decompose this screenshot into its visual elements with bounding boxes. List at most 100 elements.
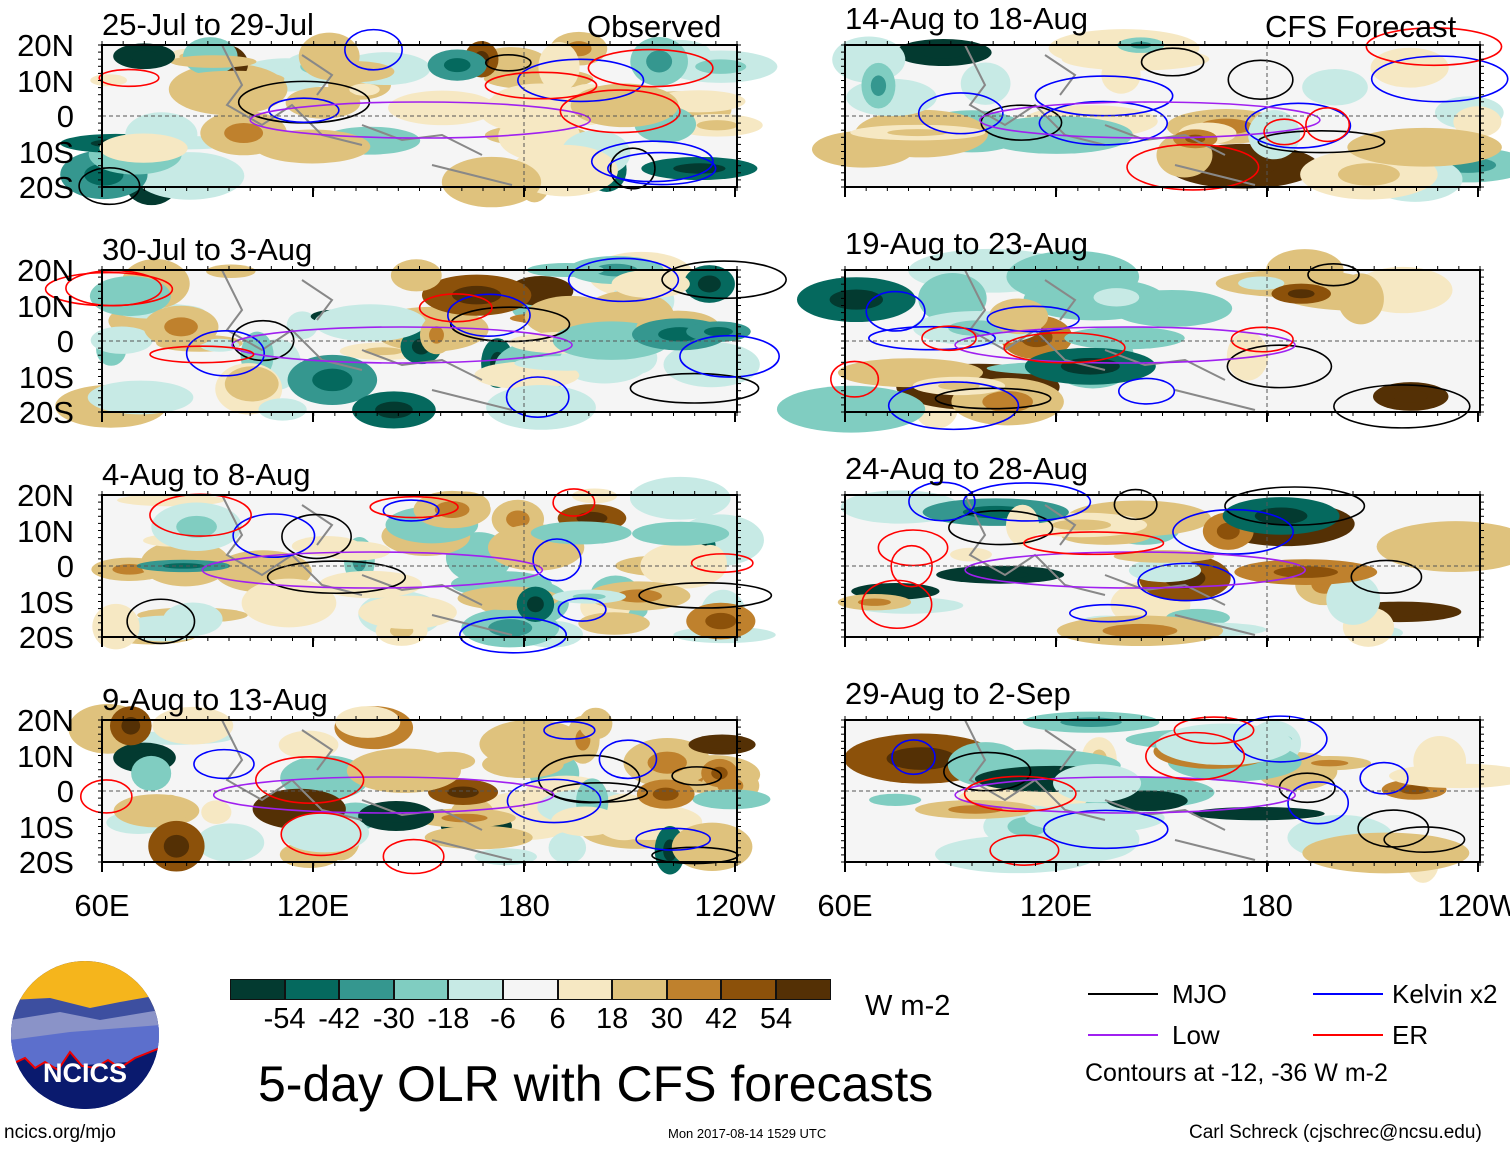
mjo-contour	[1350, 559, 1423, 595]
olr-anomaly-core	[176, 515, 217, 538]
mjo-contour	[629, 372, 760, 404]
olr-anomaly-blob	[548, 831, 587, 864]
kelvin-contour	[891, 739, 936, 776]
er-contour	[989, 834, 1060, 866]
colorbar-swatch	[503, 979, 558, 1000]
er-contour	[1365, 27, 1503, 67]
kelvin-contour	[185, 330, 266, 377]
olr-anomaly-blob	[1128, 558, 1202, 583]
olr-anomaly-blob	[318, 570, 423, 599]
colorbar-swatch	[448, 979, 503, 1000]
kelvin-contour	[344, 28, 403, 71]
ncics-logo[interactable]: NCICS	[10, 960, 160, 1110]
olr-anomaly-core	[1311, 759, 1349, 767]
footer-url[interactable]: ncics.org/mjo	[4, 1122, 116, 1143]
kelvin-contour	[505, 376, 570, 418]
olr-anomaly-core	[646, 50, 673, 73]
kelvin-contour	[232, 513, 316, 559]
olr-anomaly-core	[162, 563, 205, 569]
er-contour	[79, 779, 133, 814]
olr-anomaly-blob	[278, 730, 339, 760]
mjo-contour	[1307, 263, 1360, 287]
kelvin-contour	[865, 290, 926, 332]
olr-anomaly-blob	[349, 83, 380, 96]
lat-label: 20S	[18, 395, 74, 430]
olr-anomaly-core	[971, 570, 1029, 579]
olr-anomaly-core	[705, 612, 737, 630]
lat-label: 20N	[17, 253, 74, 288]
low-contour	[231, 326, 573, 364]
er-contour	[484, 71, 598, 100]
olr-anomaly-core	[121, 717, 141, 735]
mjo-contour	[126, 598, 196, 645]
olr-anomaly-core	[130, 50, 159, 63]
er-contour	[1023, 531, 1165, 556]
lat-label: 20N	[17, 478, 74, 513]
olr-anomaly-blob	[241, 578, 337, 628]
mjo-contour	[661, 260, 787, 300]
olr-anomaly-core	[1129, 796, 1166, 806]
lat-label: 0	[56, 774, 74, 809]
kelvin-contour	[986, 305, 1080, 333]
colorbar-tick-label: -18	[427, 1003, 470, 1035]
olr-anomaly-blob	[1347, 127, 1502, 167]
kelvin-contour	[607, 151, 717, 186]
low-contour	[249, 101, 592, 139]
olr-anomaly-blob	[578, 612, 650, 635]
panel-title: 19-Aug to 23-Aug	[845, 226, 1089, 261]
kelvin-contour	[679, 334, 780, 378]
colorbar-swatch	[393, 979, 449, 1000]
lon-label: 60E	[817, 888, 873, 923]
er-contour	[921, 325, 977, 352]
panel-title: 4-Aug to 8-Aug	[102, 457, 311, 492]
kelvin-contour	[382, 499, 440, 522]
olr-anomaly-blob	[1370, 47, 1449, 88]
olr-anomaly-core	[673, 163, 726, 174]
olr-anomaly-core	[829, 289, 884, 310]
olr-anomaly-core	[703, 326, 733, 337]
legend-low-label: Low	[1172, 1020, 1220, 1050]
olr-anomaly-blob	[960, 62, 1011, 105]
colorbar-tick-label: 30	[650, 1003, 683, 1035]
lon-label: 120W	[1437, 888, 1510, 923]
lat-label: 10S	[18, 809, 74, 845]
olr-anomaly-core	[652, 787, 679, 801]
olr-anomaly-blob	[314, 304, 426, 342]
forecast-panel-2	[776, 248, 1484, 433]
olr-anomaly-blob	[1064, 326, 1185, 350]
olr-anomaly-blob	[918, 273, 987, 324]
logo-text: NCICS	[43, 1058, 127, 1088]
olr-anomaly-blob	[131, 755, 172, 791]
mjo-contour	[934, 387, 1052, 410]
olr-anomaly-blob	[311, 60, 395, 83]
legend-er-line	[1313, 1034, 1383, 1036]
olr-anomaly-core	[1254, 507, 1308, 525]
olr-anomaly-blob	[474, 848, 537, 866]
olr-anomaly-core	[1102, 623, 1178, 638]
olr-anomaly-blob	[693, 544, 727, 582]
olr-anomaly-core	[921, 46, 966, 59]
olr-anomaly-blob	[92, 603, 140, 650]
olr-anomaly-core	[647, 751, 687, 774]
contour-note: Contours at -12, -36 W m-2	[1085, 1059, 1388, 1087]
lon-label: 180	[1241, 888, 1293, 923]
olr-anomaly-field	[68, 703, 771, 875]
coastline	[221, 269, 513, 411]
olr-anomaly-blob	[811, 131, 915, 168]
mjo-contour	[484, 53, 532, 72]
olr-anomaly-core	[378, 809, 414, 823]
er-contour	[587, 48, 714, 88]
olr-anomaly-blob	[1156, 723, 1294, 766]
lat-label: 20S	[18, 170, 74, 205]
mjo-contour	[948, 509, 1054, 546]
olr-anomaly-blob	[99, 133, 188, 163]
kelvin-contour	[868, 325, 996, 351]
olr-anomaly-blob	[934, 835, 1100, 874]
legend-kelvin-line	[1313, 993, 1383, 995]
panel-title: 9-Aug to 13-Aug	[102, 682, 328, 717]
olr-anomaly-blob	[1453, 106, 1502, 138]
colorbar-swatch	[776, 979, 831, 1000]
olr-anomaly-blob	[335, 706, 401, 738]
colorbar-swatch	[721, 979, 776, 1000]
colorbar-swatch	[339, 979, 394, 1000]
